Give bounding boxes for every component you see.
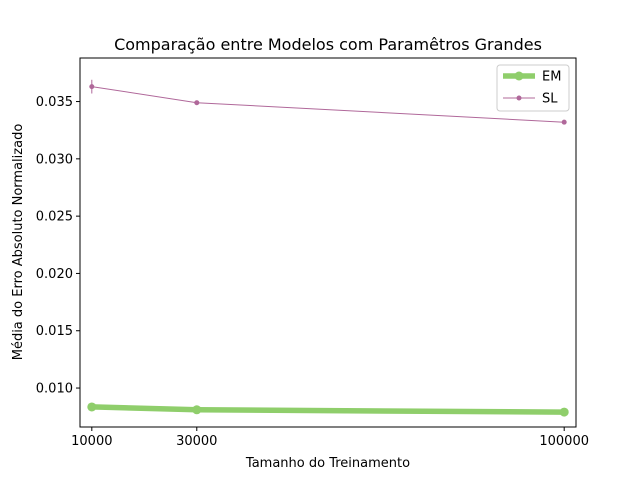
x-tick-label: 10000 [71, 434, 112, 449]
legend-marker [514, 71, 524, 81]
data-point [192, 405, 202, 415]
y-axis: 0.010 0.015 0.020 0.025 0.030 0.035 [36, 95, 80, 397]
data-point [87, 402, 97, 412]
x-tick-label: 100000 [539, 434, 589, 449]
y-tick-label: 0.015 [36, 324, 73, 339]
y-tick-label: 0.010 [36, 382, 73, 397]
series-em [87, 402, 569, 417]
data-point [559, 407, 569, 417]
y-tick-label: 0.035 [36, 95, 73, 110]
legend-marker [516, 95, 522, 101]
x-tick-label: 30000 [176, 434, 217, 449]
y-axis-label: Média do Erro Absoluto Normalizado [11, 124, 26, 361]
y-tick-label: 0.030 [36, 152, 73, 167]
x-axis-label: Tamanho do Treinamento [245, 456, 410, 471]
y-tick-label: 0.025 [36, 210, 73, 225]
y-tick-label: 0.020 [36, 267, 73, 282]
data-point [561, 119, 567, 125]
legend-label: EM [542, 70, 561, 85]
legend-item-em: EM [503, 70, 561, 85]
data-point [89, 84, 95, 90]
legend-item-sl: SL [503, 92, 558, 107]
legend-label: SL [542, 92, 558, 107]
chart-title: Comparação entre Modelos com Paramêtros … [114, 35, 542, 54]
plot-frame [79, 57, 577, 428]
legend: EM SL [496, 64, 570, 112]
plot-area [87, 79, 569, 417]
x-axis: 10000 30000 100000 [71, 427, 589, 449]
data-point [194, 100, 200, 106]
series-sl [89, 79, 567, 125]
